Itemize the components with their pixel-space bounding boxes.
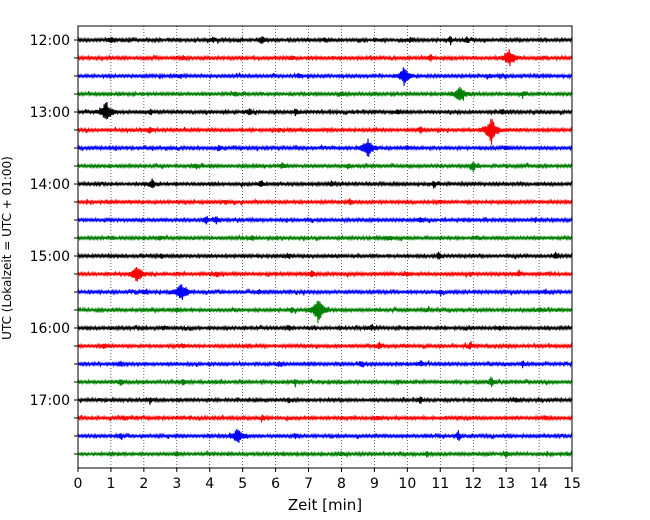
- x-tick-label: 12: [464, 476, 482, 492]
- trace-1730: [77, 428, 573, 443]
- trace-1515: [77, 266, 573, 282]
- x-tick-label: 7: [304, 476, 313, 492]
- x-tick-label: 13: [497, 476, 515, 492]
- trace-1415: [77, 197, 573, 206]
- x-tick-label: 8: [337, 476, 346, 492]
- trace-1300: [77, 101, 573, 120]
- trace-1745: [77, 450, 573, 458]
- x-axis: 0 1 2 3 4 5 6 7 8 9 10 11 12 13 14 15: [74, 468, 581, 492]
- x-tick-label: 15: [563, 476, 581, 492]
- trace-1700: [77, 396, 573, 405]
- trace-1245: [77, 86, 573, 101]
- trace-1615: [77, 341, 573, 350]
- x-tick-label: 2: [139, 476, 148, 492]
- y-tick-label: 14:00: [30, 177, 70, 193]
- x-tick-label: 10: [398, 476, 416, 492]
- x-tick-label: 1: [106, 476, 115, 492]
- trace-1200: [77, 35, 573, 46]
- trace-1445: [77, 233, 573, 242]
- trace-1400: [77, 178, 573, 189]
- y-tick-label: 17:00: [30, 393, 70, 409]
- trace-1330: [77, 138, 573, 157]
- x-axis-label: Zeit [min]: [288, 496, 362, 514]
- trace-1545: [77, 300, 573, 324]
- trace-1230: [77, 67, 573, 86]
- x-tick-label: 14: [530, 476, 548, 492]
- trace-1500: [77, 251, 573, 260]
- x-tick-label: 3: [172, 476, 181, 492]
- x-tick-label: 5: [238, 476, 247, 492]
- trace-1715: [77, 414, 573, 423]
- trace-1530: [77, 284, 573, 301]
- trace-1345: [77, 161, 573, 172]
- trace-1600: [77, 323, 573, 332]
- trace-1315: [77, 118, 573, 145]
- x-tick-label: 0: [74, 476, 83, 492]
- plot-frame: [77, 25, 573, 469]
- trace-1645: [77, 376, 573, 388]
- y-tick-label: 12:00: [30, 33, 70, 49]
- y-tick-label: 15:00: [30, 249, 70, 265]
- trace-1215: [77, 49, 573, 67]
- trace-1630: [77, 360, 573, 369]
- y-tick-label: 13:00: [30, 105, 70, 121]
- x-tick-label: 11: [431, 476, 449, 492]
- y-axis-label: UTC (Lokalzeit = UTC + 01:00): [0, 156, 14, 340]
- y-tick-label: 16:00: [30, 321, 70, 337]
- x-tick-label: 6: [271, 476, 280, 492]
- y-axis: 12:00 13:00 14:00 15:00 16:00 17:00: [30, 33, 78, 455]
- trace-layer: [77, 35, 573, 458]
- x-tick-label: 9: [370, 476, 379, 492]
- trace-1430: [77, 215, 573, 225]
- x-tick-label: 4: [205, 476, 214, 492]
